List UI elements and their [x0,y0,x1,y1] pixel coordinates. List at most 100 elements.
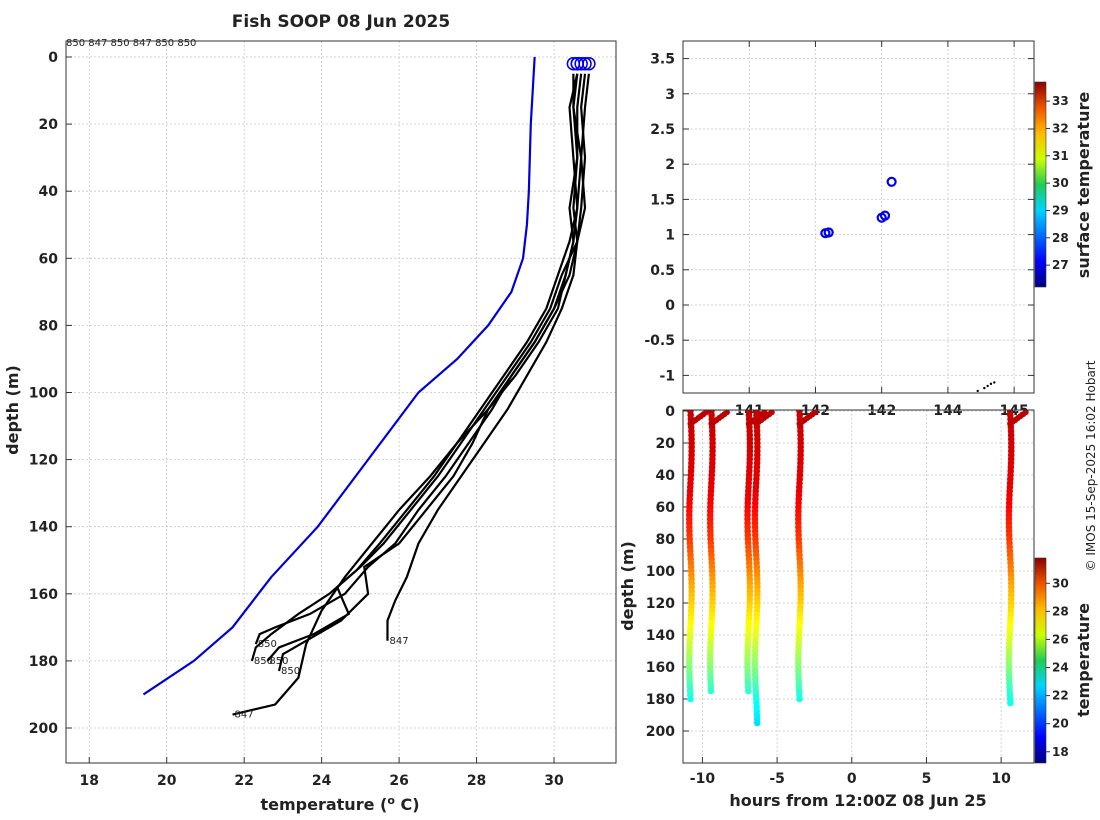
surface-marker [578,56,592,71]
map-x-tick-label: 142 [867,403,896,419]
profile-y-tick-label: 160 [29,587,58,603]
timeline-y-tick-label: 120 [646,596,675,612]
temperature-colorbar-tick-label: 22 [1052,689,1069,703]
cast-location-marker [879,210,891,221]
profile-end-label: 850 [269,656,288,667]
timeline-y-tick-label: 100 [646,564,675,580]
map-y-tick-label: -1 [659,368,675,384]
map-points [820,176,996,393]
timeline-y-tick-label: 20 [656,436,676,452]
ship-track-point [986,384,989,388]
surface-temp-colorbar-ticks: 27 28 29 30 31 32 33 [1046,94,1069,272]
profile-x-tick-label: 20 [157,773,177,789]
ship-track-point [976,389,979,393]
credit-text: © IMOS 15-Sep-2025 16:02 Hobart [1084,360,1098,571]
map-y-tick-label: 0 [665,298,675,314]
profile-end-label: 850 [258,639,277,650]
surface-temp-colorbar-label: surface temperature [1074,92,1093,279]
temperature-colorbar-tick-label: 18 [1052,745,1069,759]
surface-marker [582,56,596,71]
temperature-colorbar-tick-label: 26 [1052,632,1069,646]
top-cast-labels: 850 847 850 847 850 850 [66,38,196,49]
profile-x-label: temperature (o C) [260,794,419,814]
profile-axes-frame [65,40,617,764]
cast-location-marker [823,227,834,238]
profile-y-tick-label: 140 [29,520,58,536]
temperature-colorbar-tick-label: 24 [1052,661,1069,675]
temperature-colorbar-label: temperature [1074,603,1093,717]
cast-sample-surface [723,410,730,416]
timeline-x-label: hours from 12:00Z 08 Jun 25 [729,791,986,810]
x-label-unit: C) [395,795,420,814]
timeline-y-tick-label: 80 [656,532,676,548]
cast-sample-surface [1022,410,1029,416]
map-y-tick-label: 2.5 [650,122,675,138]
climatology-line [142,56,536,696]
timeline-y-tick-label: 40 [656,468,676,484]
x-label-degree: o [387,794,395,807]
profile-line [266,73,583,662]
cast-sample-down [796,695,803,703]
cast-location-marker [886,176,897,187]
timeline-y-tick-label: 140 [646,628,675,644]
profile-end-label: 850 [254,656,273,667]
profile-x-tick-label: 26 [389,773,408,789]
timeline-y-tick-label: 200 [646,724,675,740]
timeline-y-label: depth (m) [618,541,637,631]
map-y-tick-label: 2 [665,157,675,173]
profile-y-tick-label: 120 [29,453,58,469]
surface-temp-colorbar-tick-label: 30 [1052,176,1069,190]
timeline-x-tick-label: -10 [690,771,716,787]
profile-line [386,73,587,641]
map-axis-ticks: 141142142144145-1-0.500.511.522.533.5 [644,41,1034,419]
cast-sample-surface [812,410,819,416]
profile-y-tick-label: 200 [29,721,58,737]
profile-y-tick-label: 100 [29,386,58,402]
profile-end-label: 850 [281,666,300,677]
timeline-casts [685,410,1029,727]
map-grid [683,41,1034,393]
temperature-colorbar [1034,557,1047,764]
surface-marker [574,56,588,71]
profile-y-tick-label: 80 [39,318,59,334]
profile-axis-ticks: 18 20 22 24 26 28 30 0 20 40 60 80 100 120 140 160 180 20… [29,50,564,789]
map-y-tick-label: 0.5 [650,263,675,279]
profile-x-tick-label: 30 [544,773,564,789]
ship-track-point [983,386,986,390]
temperature-colorbar-tick-label: 20 [1052,717,1069,731]
surface-temp-colorbar [1034,81,1047,288]
timeline-x-tick-label: 0 [847,771,857,787]
profile-y-tick-label: 0 [48,50,58,66]
cast-sample-surface [703,410,710,416]
profile-x-tick-label: 24 [312,773,332,789]
timeline-x-tick-label: 10 [991,771,1011,787]
cast-sample-down [745,687,752,695]
surface-temp-colorbar-tick-label: 33 [1052,94,1069,108]
ship-track-point [989,382,993,386]
cast-sample-down [1007,699,1014,707]
map-axes-frame [682,40,1035,394]
timeline-grid [683,410,1034,763]
surface-temp-colorbar-tick-label: 28 [1052,231,1069,245]
temperature-colorbar-ticks: 18 20 22 24 26 28 30 [1046,576,1069,759]
timeline-y-tick-label: 0 [665,404,675,420]
profile-y-tick-label: 40 [39,184,59,200]
profile-y-tick-label: 180 [29,654,58,670]
chart-title: Fish SOOP 08 Jun 2025 [232,12,450,32]
map-y-tick-label: 3.5 [650,52,675,68]
profile-x-tick-label: 22 [234,773,253,789]
surface-temp-colorbar-tick-label: 31 [1052,149,1069,163]
cast-sample-surface [768,410,775,416]
x-label-main: temperature ( [260,795,387,814]
cast-sample-down [753,719,761,727]
temperature-colorbar-tick-label: 28 [1052,604,1069,618]
map-y-tick-label: -0.5 [644,333,675,349]
profile-line [277,73,579,672]
profile-x-tick-label: 28 [467,773,486,789]
cast-sample-down [707,687,715,695]
profile-end-label: 847 [235,710,254,721]
map-y-tick-label: 1.5 [650,192,675,208]
timeline-y-tick-label: 180 [646,692,675,708]
